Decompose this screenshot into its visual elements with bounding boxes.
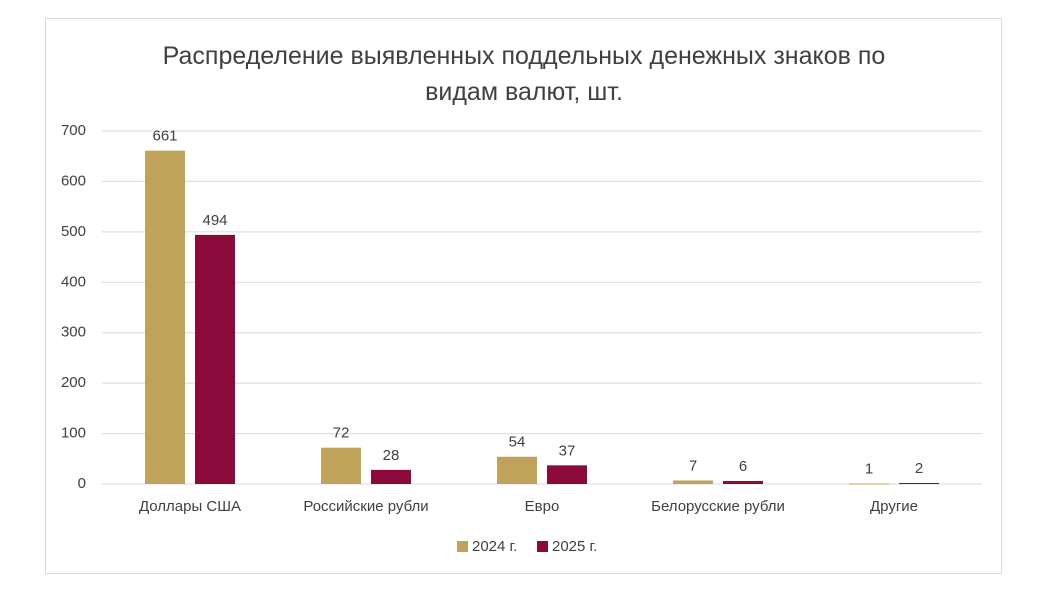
legend-swatch [457,541,468,552]
y-tick-label: 700 [61,122,86,139]
data-label: 1 [865,460,873,477]
data-label: 28 [383,447,400,464]
bar [195,234,235,484]
bar [321,447,361,484]
chart-frame [45,18,1002,574]
data-label: 54 [509,434,526,451]
bar [371,469,411,484]
x-tick-label: Российские рубли [303,498,428,515]
x-tick-label: Евро [525,498,560,515]
chart-title: Распределение выявленных поддельных дене… [162,42,886,106]
bar [673,480,713,484]
y-tick-label: 600 [61,172,86,189]
data-label: 2 [915,460,923,477]
data-label: 494 [202,212,227,229]
x-tick-label: Доллары США [139,498,241,515]
y-tick-label: 0 [78,475,86,492]
y-tick-label: 100 [61,425,86,442]
bar [849,483,889,485]
x-tick-label: Белорусские рубли [651,498,785,515]
bar [497,456,537,484]
legend-label: 2024 г. [472,538,517,555]
y-tick-label: 500 [61,223,86,240]
bar [899,482,939,484]
data-label: 72 [333,425,350,442]
data-label: 37 [559,442,576,459]
legend-swatch [537,541,548,552]
bar [145,150,185,484]
y-tick-label: 200 [61,374,86,391]
x-tick-label: Другие [870,498,918,515]
legend-label: 2025 г. [552,538,597,555]
data-label: 661 [152,128,177,145]
bar [723,480,763,484]
y-tick-label: 300 [61,324,86,341]
data-label: 7 [689,457,697,474]
data-label: 6 [739,458,747,475]
y-tick-label: 400 [61,273,86,290]
bar [547,465,587,484]
